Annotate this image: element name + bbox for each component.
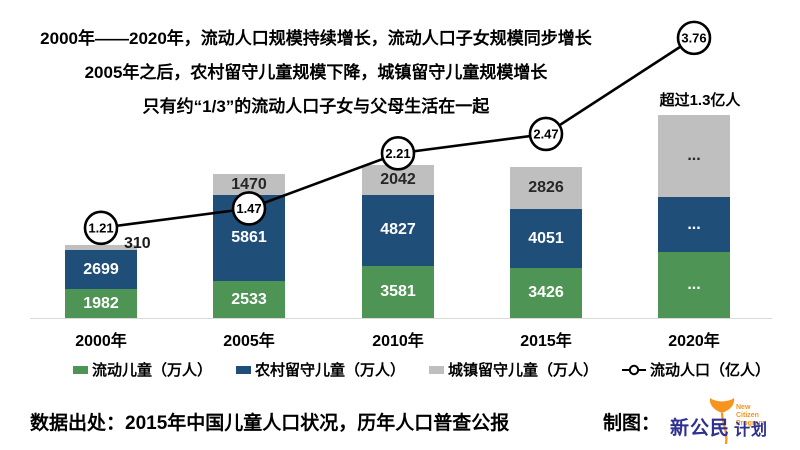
bar-segment: 1982	[65, 289, 137, 318]
line-data-marker	[676, 20, 712, 56]
legend-line-marker-icon	[622, 364, 647, 375]
bar-value-label: 3581	[380, 282, 416, 300]
logo-chinese-sub: 计划	[734, 422, 769, 439]
x-axis-label: 2005年	[223, 333, 275, 350]
footer: 数据出处：2015年中国儿童人口状况，历年人口普查公报 制图： New Citi…	[30, 397, 772, 445]
legend-item: 农村留守儿童（万人）	[236, 359, 405, 380]
legend-item: 城镇留守儿童（万人）	[429, 359, 598, 380]
line-data-marker	[83, 210, 119, 246]
legend-label: 流动人口（亿人）	[650, 362, 771, 379]
legend-label: 流动儿童（万人）	[92, 362, 213, 379]
logo-chinese-main: 新公民	[670, 418, 731, 439]
bar-segment: 4827	[362, 194, 434, 266]
bar-segment: 3426	[510, 267, 582, 318]
ginkgo-leaf-icon	[709, 398, 735, 445]
bar-segment: 3581	[362, 265, 434, 318]
bar-segment: ...	[658, 197, 730, 253]
bar-value-label: ...	[687, 147, 701, 165]
legend-swatch-icon	[73, 365, 88, 374]
title-line-1: 2000年——2020年，流动人口规模持续增长，流动人口子女规模同步增长	[40, 29, 592, 48]
legend-label: 城镇留守儿童（万人）	[448, 362, 599, 379]
bar-segment: ...	[658, 115, 730, 198]
line-data-label: 2.21	[385, 146, 410, 161]
bar-value-label: 310	[124, 234, 151, 252]
credit: 制图： New Citizen Program 新公民 计划	[603, 397, 772, 445]
bar-value-label: 2826	[528, 179, 564, 197]
bar-segment	[65, 244, 137, 250]
bar-value-label: ...	[687, 276, 701, 294]
bar-value-label: 4827	[380, 220, 416, 238]
legend-label: 农村留守儿童（万人）	[255, 362, 406, 379]
x-axis-label: 2000年	[75, 333, 127, 350]
x-axis-line	[30, 318, 772, 319]
bar-segment: 5861	[213, 195, 285, 281]
bar-segment: 2533	[213, 280, 285, 318]
line-data-label: 1.21	[88, 220, 113, 235]
data-source-text: 数据出处：2015年中国儿童人口状况，历年人口普查公报	[30, 412, 510, 434]
legend: 流动儿童（万人） 农村留守儿童（万人） 城镇留守儿童（万人） 流动人口（亿人）	[73, 359, 773, 380]
x-axis-label: 2010年	[372, 333, 424, 350]
annotation-2020-total: 超过1.3亿人	[659, 92, 741, 109]
bar-segment: 2699	[65, 249, 137, 289]
bar-segment: 2042	[362, 165, 434, 195]
bar-value-label: 5861	[231, 229, 267, 247]
logo-new-citizen-program: New Citizen Program 新公民 计划	[670, 397, 772, 445]
bar-value-label: 3426	[528, 283, 564, 301]
bar-value-label: 4051	[528, 229, 564, 247]
bar-value-label: 2042	[380, 171, 416, 189]
legend-swatch-icon	[236, 365, 252, 374]
bar-value-label: 2533	[231, 290, 267, 308]
bar-segment: 1470	[213, 173, 285, 196]
x-axis-label: 2015年	[520, 333, 572, 350]
title-line-2: 2005年之后，农村留守儿童规模下降，城镇留守儿童规模增长	[84, 63, 548, 82]
legend-swatch-icon	[429, 365, 445, 374]
bar-segment: 2826	[510, 167, 582, 209]
bar-value-label: 1470	[231, 175, 267, 193]
bar-value-label: 1982	[83, 295, 119, 312]
bar-value-label: ...	[687, 216, 701, 234]
credit-label: 制图：	[602, 412, 660, 434]
bar-value-label: 2699	[83, 260, 119, 278]
legend-item: 流动人口（亿人）	[622, 359, 770, 380]
chart-title: 2000年——2020年，流动人口规模持续增长，流动人口子女规模同步增长 200…	[8, 22, 624, 124]
line-data-label: 2.47	[533, 126, 558, 141]
line-data-label: 3.76	[681, 30, 706, 45]
x-axis-label: 2020年	[668, 333, 720, 350]
bar-segment: 4051	[510, 208, 582, 268]
logo-english-text: New Citizen Program	[736, 404, 765, 427]
title-line-3: 只有约“1/3”的流动人口子女与父母生活在一起	[142, 97, 490, 116]
legend-item: 流动儿童（万人）	[73, 359, 212, 380]
bar-segment: ...	[658, 252, 730, 318]
